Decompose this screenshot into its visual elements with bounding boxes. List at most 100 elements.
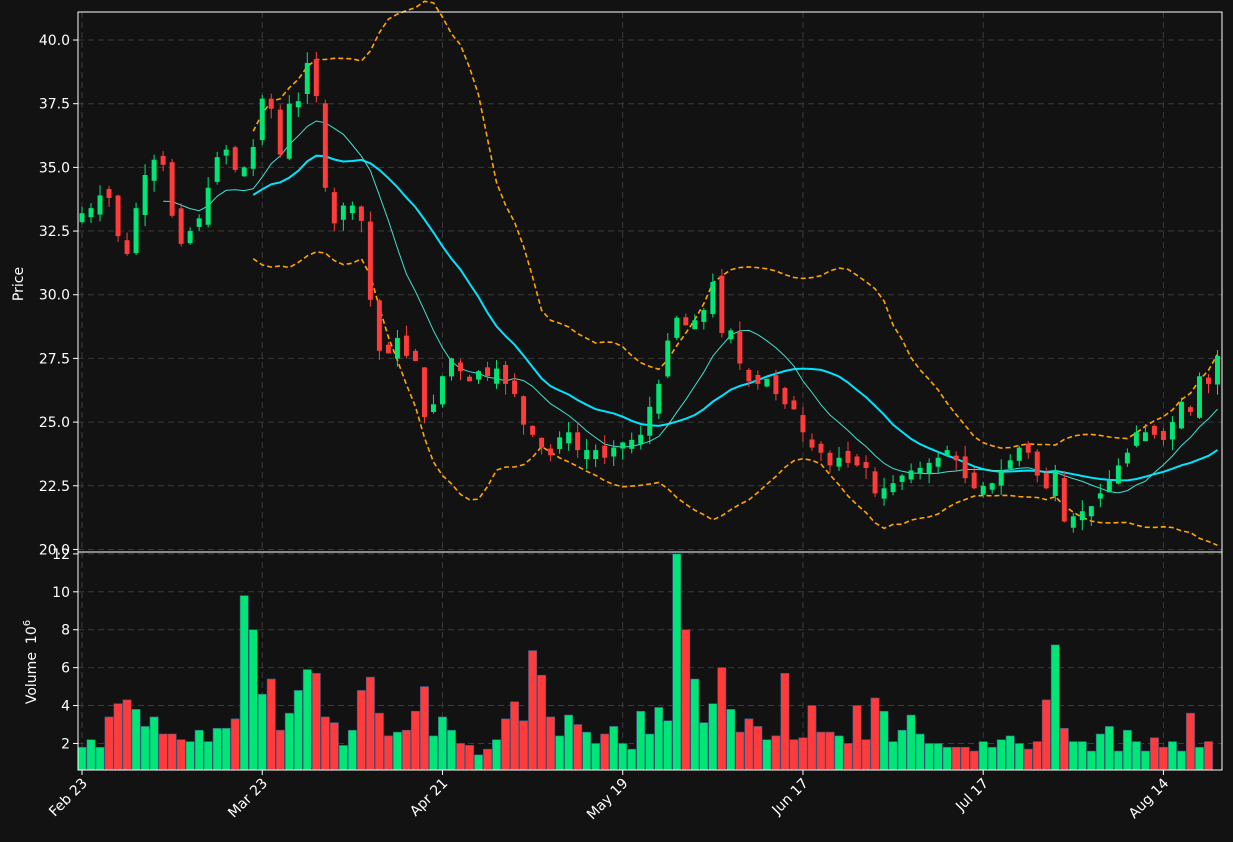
candle-body xyxy=(277,109,283,155)
candle-body xyxy=(611,447,617,457)
volume-bar xyxy=(392,731,402,771)
candle-body xyxy=(584,450,590,460)
volume-bar xyxy=(1158,746,1168,771)
volume-axis-label-text: Volume xyxy=(24,652,40,704)
candle-body xyxy=(845,450,851,463)
candle-body xyxy=(935,457,941,467)
volume-bar xyxy=(456,743,465,771)
candle-body xyxy=(322,103,328,188)
candle-body xyxy=(1142,432,1148,442)
volume-bar xyxy=(861,739,871,771)
volume-bar xyxy=(960,746,970,771)
candle-body xyxy=(665,340,671,377)
volume-bar xyxy=(167,733,177,771)
volume-bar xyxy=(843,743,853,771)
candle-body xyxy=(376,300,382,351)
volume-bar xyxy=(1113,750,1123,771)
candle-body xyxy=(683,317,689,326)
volume-axis-label: Volume106 xyxy=(22,620,40,704)
volume-bar xyxy=(780,673,790,771)
candle-body xyxy=(476,371,482,380)
volume-bar xyxy=(1186,712,1195,771)
volume-bar xyxy=(762,739,772,771)
candle-body xyxy=(286,103,292,159)
candle-body xyxy=(169,162,175,216)
candle-body xyxy=(1196,376,1202,418)
candle-body xyxy=(160,155,166,165)
volume-bar xyxy=(519,720,529,771)
candlesticks xyxy=(79,51,1220,533)
candle-body xyxy=(1088,506,1094,517)
candle-body xyxy=(800,415,806,433)
candle-body xyxy=(566,432,572,444)
volume-bar xyxy=(1059,727,1069,771)
volume-exponent: 6 xyxy=(22,620,33,626)
candle-body xyxy=(908,470,914,480)
candle-body xyxy=(97,195,103,215)
volume-bar xyxy=(555,735,565,771)
volume-bar xyxy=(1131,741,1141,771)
candle-body xyxy=(349,205,355,214)
candle-body xyxy=(530,425,536,435)
candle-body xyxy=(944,450,950,457)
candle-body xyxy=(728,330,734,340)
volume-bar xyxy=(401,729,411,771)
volume-bar xyxy=(185,741,195,771)
candle-body xyxy=(1070,516,1076,528)
candle-body xyxy=(88,208,94,218)
candle-body xyxy=(539,437,545,448)
candle-body xyxy=(692,320,698,330)
candle-body xyxy=(259,98,265,141)
candle-body xyxy=(1052,470,1058,496)
candle-body xyxy=(449,358,454,377)
candle-body xyxy=(836,457,842,467)
candle-body xyxy=(1151,425,1157,435)
candle-body xyxy=(998,470,1004,486)
candle-body xyxy=(863,461,869,468)
volume-bar xyxy=(609,726,619,771)
volume-bar xyxy=(1167,741,1177,771)
volume-bar xyxy=(924,743,934,771)
volume-bar xyxy=(1050,644,1060,771)
volume-bar xyxy=(564,714,574,771)
volume-bar xyxy=(753,726,763,771)
candle-body xyxy=(512,380,518,395)
candle-body xyxy=(1016,447,1022,461)
candle-body xyxy=(980,485,986,495)
bollinger-lower xyxy=(252,250,1218,547)
volume-bar xyxy=(1032,741,1042,771)
candle-body xyxy=(1106,480,1112,493)
volume-bar xyxy=(95,746,105,771)
candle-body xyxy=(962,456,968,479)
candle-body xyxy=(1034,451,1040,476)
candle-body xyxy=(656,383,662,414)
candle-body xyxy=(1124,452,1130,464)
volume-bar xyxy=(600,733,610,771)
volume-bar xyxy=(284,712,294,771)
price-panel: 20.0 22.5 25.0 27.5 30.0 32.5 35.0 37.5 40.0 Pri… xyxy=(11,0,1223,558)
candle-body xyxy=(827,452,833,466)
candle-body xyxy=(764,378,770,387)
volume-bar xyxy=(410,710,420,771)
volume-bar xyxy=(978,741,988,771)
candle-body xyxy=(358,206,364,221)
candle-body xyxy=(737,331,743,364)
volume-bar xyxy=(654,707,664,771)
volume-bar xyxy=(86,739,96,771)
candle-body xyxy=(1097,493,1103,499)
volume-bar xyxy=(1068,741,1078,771)
candle-body xyxy=(647,406,653,436)
volume-bar xyxy=(176,739,186,771)
price-y-tick-label: 27.5 xyxy=(39,351,70,367)
volume-bar xyxy=(744,718,754,771)
candle-body xyxy=(818,443,824,453)
volume-bar xyxy=(1077,741,1087,771)
volume-bar xyxy=(465,745,474,771)
volume-bar xyxy=(77,746,87,771)
volume-bar xyxy=(1195,746,1204,771)
candle-body xyxy=(394,338,400,359)
volume-bar xyxy=(1140,750,1150,771)
volume-y-tick-label: 10 xyxy=(52,585,70,601)
volume-y-tick-label: 8 xyxy=(61,623,70,639)
candle-body xyxy=(1206,377,1211,384)
